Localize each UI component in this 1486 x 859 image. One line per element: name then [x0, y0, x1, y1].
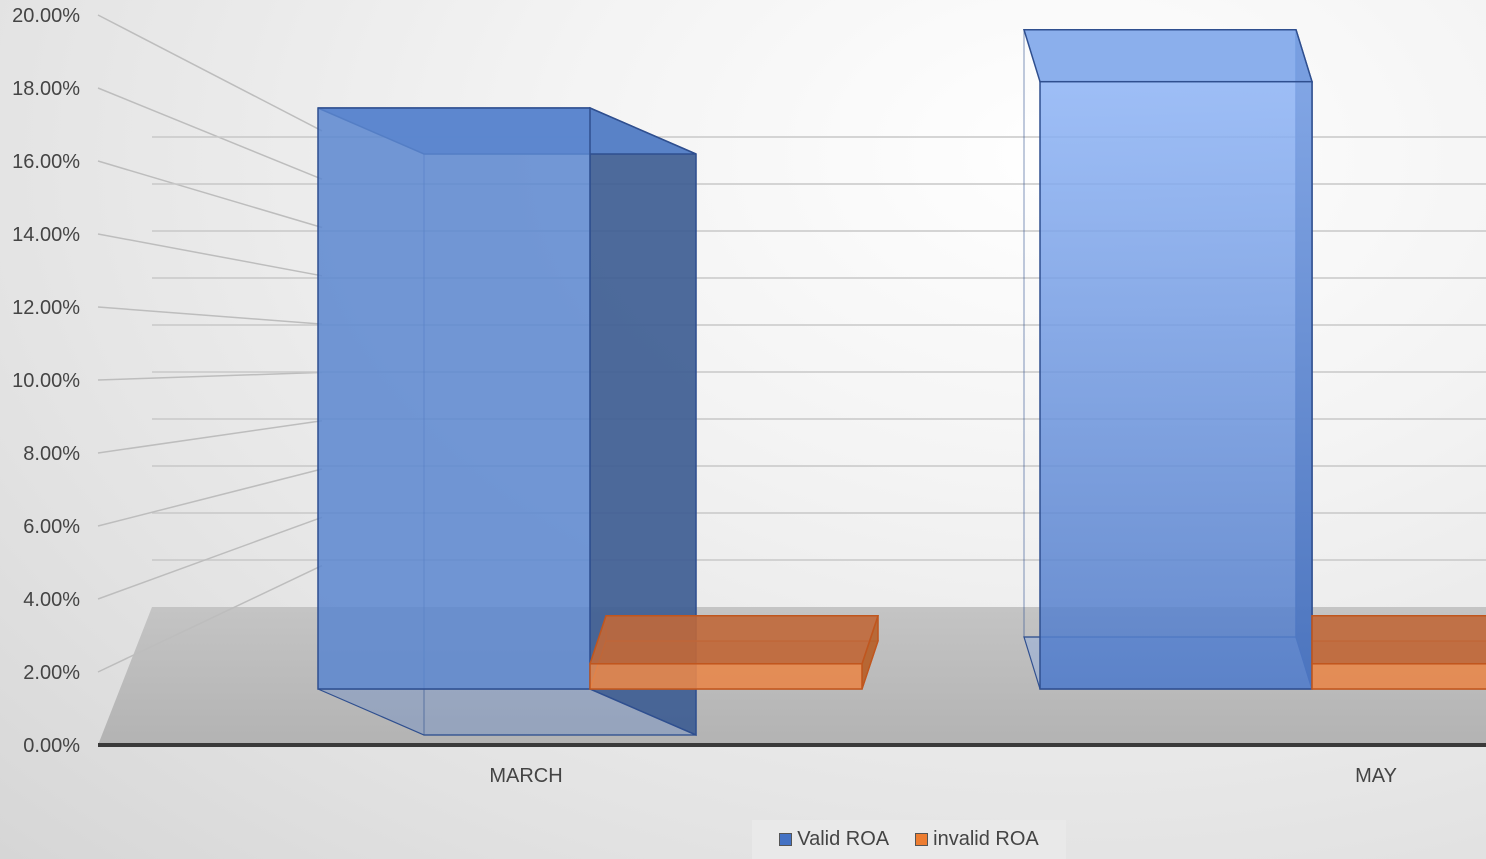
- y-tick-label: 10.00%: [12, 370, 80, 392]
- y-tick-label: 12.00%: [12, 297, 80, 319]
- y-tick-label: 8.00%: [23, 443, 80, 465]
- gridline-side: [97, 14, 323, 132]
- x-category-label: MARCH: [489, 765, 562, 787]
- y-tick-label: 6.00%: [23, 516, 80, 538]
- bar-invalid-march-top: [588, 615, 880, 665]
- gridline-side: [97, 468, 323, 527]
- x-category-label: MAY: [1355, 765, 1397, 787]
- y-tick-label: 18.00%: [12, 78, 80, 100]
- bar-invalid-march-front: [589, 663, 863, 690]
- legend-item-invalid: invalid ROA: [915, 828, 1039, 851]
- legend-swatch-valid: [779, 833, 793, 846]
- legend-swatch-invalid: [915, 833, 929, 846]
- bar-valid-may-front: [1039, 80, 1313, 690]
- legend: Valid ROA invalid ROA: [752, 820, 1066, 859]
- gridline-side: [97, 516, 323, 600]
- bar-invalid-march: [588, 615, 880, 690]
- bar-invalid-may: [1311, 615, 1486, 690]
- legend-label-valid: Valid ROA: [797, 828, 890, 850]
- gridline-side: [97, 306, 323, 325]
- y-tick-label: 4.00%: [23, 589, 80, 611]
- y-tick-label: 2.00%: [23, 662, 80, 684]
- bar-valid-may: [1022, 28, 1314, 690]
- gridline-side: [97, 419, 323, 454]
- y-tick-label: 16.00%: [12, 151, 80, 173]
- gridline-side: [97, 87, 323, 180]
- y-tick-label: 20.00%: [12, 5, 80, 27]
- gridline-side: [97, 233, 323, 277]
- bar-invalid-may-front: [1311, 663, 1486, 690]
- gridline-side: [97, 371, 323, 381]
- legend-label-invalid: invalid ROA: [933, 828, 1039, 850]
- bar-valid-march-front: [317, 107, 591, 690]
- bar-valid-march: [317, 106, 697, 737]
- bar-valid-may-top: [1022, 28, 1314, 83]
- gridline-side: [97, 564, 323, 673]
- y-tick-label: 0.00%: [23, 735, 80, 757]
- bar-invalid-may-top: [1311, 615, 1486, 665]
- gridline-side: [97, 160, 323, 229]
- legend-item-valid: Valid ROA: [779, 828, 889, 851]
- y-tick-label: 14.00%: [12, 224, 80, 246]
